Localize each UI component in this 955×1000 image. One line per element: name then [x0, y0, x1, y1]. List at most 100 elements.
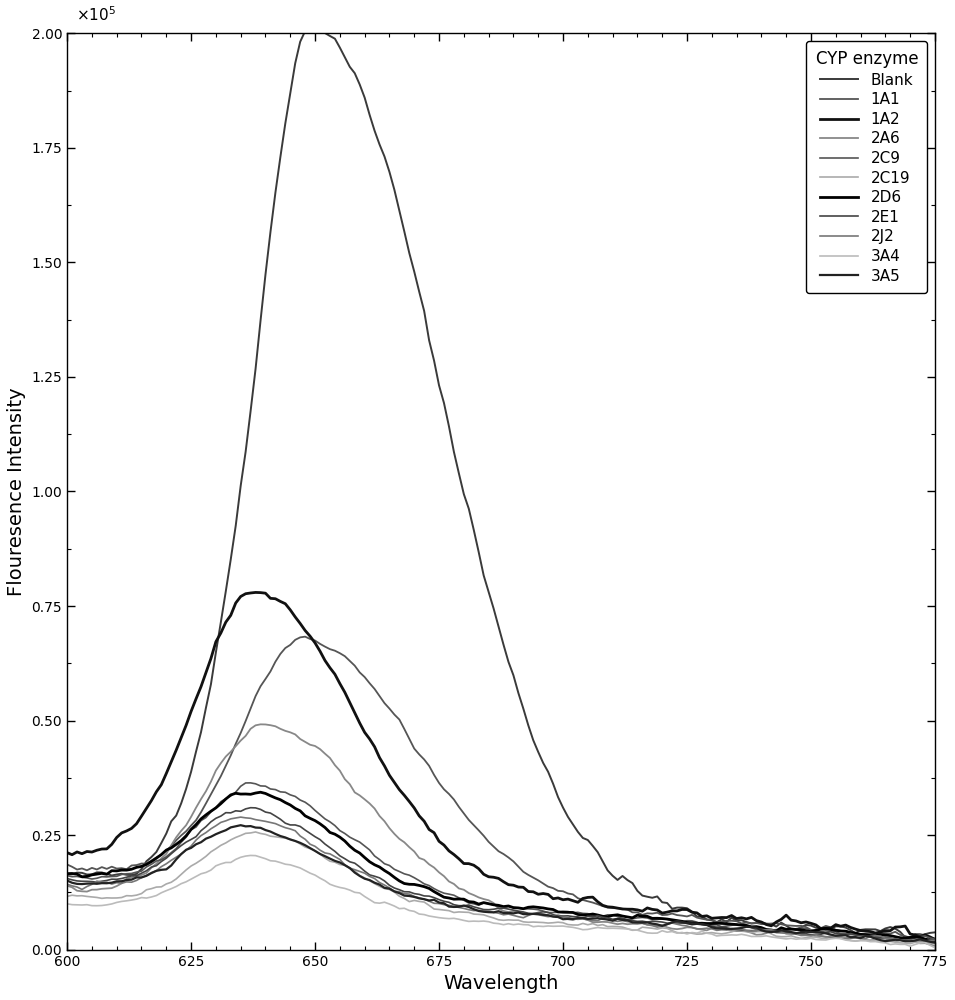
- 2C19: [929, 938, 941, 950]
- 2D6: [558, 906, 569, 918]
- 2A6: [101, 882, 113, 894]
- 1A1: [101, 863, 113, 875]
- 2A6: [205, 776, 217, 788]
- 2J2: [61, 878, 73, 890]
- 3A5: [875, 934, 886, 946]
- 1A1: [875, 928, 886, 940]
- Blank: [875, 925, 886, 937]
- 2C9: [929, 933, 941, 945]
- 1A1: [61, 858, 73, 870]
- 1A1: [354, 666, 366, 678]
- 2J2: [929, 934, 941, 946]
- Y-axis label: Flouresence Intensity: Flouresence Intensity: [7, 387, 26, 596]
- 2A6: [61, 880, 73, 892]
- 1A2: [354, 717, 366, 729]
- 3A5: [61, 875, 73, 887]
- 3A5: [101, 877, 113, 889]
- 2C9: [558, 905, 569, 917]
- 1A2: [929, 933, 941, 945]
- 2C9: [895, 934, 906, 946]
- 2C19: [875, 935, 886, 947]
- 2J2: [875, 930, 886, 942]
- 3A4: [929, 942, 941, 954]
- 2A6: [875, 932, 886, 944]
- 2C19: [61, 890, 73, 902]
- 2A6: [354, 789, 366, 801]
- 2A6: [558, 911, 569, 923]
- 1A2: [875, 926, 886, 938]
- 2J2: [235, 811, 246, 823]
- Blank: [904, 933, 916, 945]
- 1A1: [300, 631, 311, 643]
- Line: 2A6: 2A6: [67, 724, 935, 946]
- Line: 3A5: 3A5: [67, 825, 935, 943]
- 3A5: [558, 913, 569, 925]
- Blank: [136, 863, 147, 875]
- Line: 2D6: 2D6: [67, 792, 935, 941]
- 1A1: [929, 933, 941, 945]
- 3A5: [235, 819, 246, 831]
- 2A6: [136, 869, 147, 881]
- 2C9: [136, 865, 147, 877]
- 2J2: [101, 876, 113, 888]
- 2J2: [558, 911, 569, 923]
- Line: Blank: Blank: [67, 26, 935, 939]
- Line: 2E1: 2E1: [67, 808, 935, 942]
- Line: 2C19: 2C19: [67, 832, 935, 944]
- 3A4: [244, 849, 256, 861]
- 3A4: [354, 887, 366, 899]
- 2E1: [205, 816, 217, 828]
- 2J2: [920, 935, 931, 947]
- 1A2: [61, 847, 73, 859]
- 2C19: [904, 938, 916, 950]
- 2E1: [875, 932, 886, 944]
- 1A2: [136, 810, 147, 822]
- 2E1: [354, 861, 366, 873]
- 2D6: [255, 786, 266, 798]
- 3A4: [205, 864, 217, 876]
- 2A6: [929, 940, 941, 952]
- 2C9: [61, 870, 73, 882]
- 3A4: [875, 936, 886, 948]
- 2E1: [101, 874, 113, 886]
- 1A2: [101, 843, 113, 855]
- 2C19: [558, 917, 569, 929]
- 3A5: [929, 937, 941, 949]
- 2E1: [244, 802, 256, 814]
- Line: 2C9: 2C9: [67, 783, 935, 940]
- Blank: [305, 20, 316, 32]
- 1A2: [250, 586, 262, 598]
- Blank: [61, 868, 73, 880]
- X-axis label: Wavelength: Wavelength: [443, 974, 559, 993]
- 2E1: [929, 936, 941, 948]
- Blank: [205, 678, 217, 690]
- 2J2: [136, 872, 147, 884]
- 3A4: [136, 892, 147, 904]
- 2E1: [61, 873, 73, 885]
- 2C19: [354, 870, 366, 882]
- 1A1: [558, 885, 569, 897]
- Blank: [101, 868, 113, 880]
- 2E1: [558, 910, 569, 922]
- 3A4: [558, 920, 569, 932]
- 2A6: [255, 718, 266, 730]
- 3A5: [205, 831, 217, 843]
- Blank: [929, 926, 941, 938]
- 2J2: [354, 865, 366, 877]
- Line: 1A2: 1A2: [67, 592, 935, 939]
- Blank: [558, 802, 569, 814]
- 2C19: [205, 846, 217, 858]
- 2C19: [101, 892, 113, 904]
- 2C9: [205, 806, 217, 818]
- 3A4: [101, 899, 113, 911]
- 2C9: [875, 932, 886, 944]
- 3A5: [136, 871, 147, 883]
- 2D6: [101, 868, 113, 880]
- Line: 3A4: 3A4: [67, 855, 935, 948]
- 2J2: [205, 823, 217, 835]
- 2D6: [354, 847, 366, 859]
- 2D6: [205, 805, 217, 817]
- Line: 1A1: 1A1: [67, 637, 935, 939]
- 1A1: [205, 788, 217, 800]
- 2C19: [250, 826, 262, 838]
